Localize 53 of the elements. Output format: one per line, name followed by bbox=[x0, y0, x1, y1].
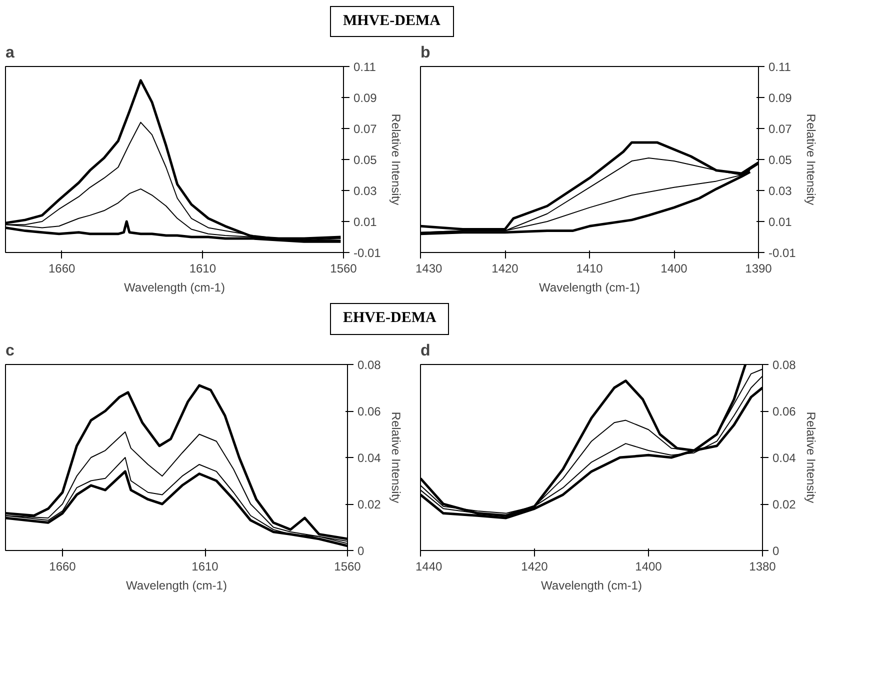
y-tick-label: -0.01 bbox=[354, 246, 382, 260]
x-axis-title: Wavelength (cm-1) bbox=[126, 578, 227, 592]
x-tick-label: 1440 bbox=[416, 559, 443, 574]
x-tick-label: 1430 bbox=[416, 262, 443, 276]
y-tick-label: 0.01 bbox=[768, 215, 792, 230]
y-tick-label: 0.09 bbox=[354, 91, 378, 106]
y-tick-label: 0.03 bbox=[354, 184, 378, 198]
x-tick-label: 1420 bbox=[492, 262, 519, 276]
y-axis-title: Relative Intensity bbox=[388, 114, 403, 206]
y-axis-title: Relative Intensity bbox=[388, 412, 403, 504]
y-tick-label: 0 bbox=[772, 544, 780, 558]
y-axis-title: Relative Intensity bbox=[804, 412, 818, 504]
y-tick-label: 0.07 bbox=[768, 122, 792, 136]
y-tick-label: 0.04 bbox=[358, 450, 382, 465]
y-tick-label: 0.06 bbox=[358, 404, 382, 418]
y-tick-label: 0.05 bbox=[768, 153, 792, 168]
y-tick-label: 0.04 bbox=[772, 450, 796, 465]
y-tick-label: 0.05 bbox=[354, 153, 378, 168]
y-tick-label: 0.08 bbox=[358, 358, 382, 372]
chart-title: c bbox=[6, 342, 14, 360]
x-tick-label: 1610 bbox=[192, 559, 219, 574]
chart-title: d bbox=[420, 342, 430, 360]
x-tick-label: 1560 bbox=[334, 559, 362, 574]
x-tick-label: 1400 bbox=[635, 559, 662, 574]
y-tick-label: -0.01 bbox=[768, 246, 796, 260]
y-tick-label: 0.11 bbox=[768, 60, 792, 74]
x-tick-label: 1390 bbox=[745, 262, 772, 276]
chart-title: a bbox=[6, 44, 14, 62]
y-tick-label: 0.01 bbox=[354, 215, 378, 230]
x-tick-label: 1420 bbox=[521, 559, 548, 574]
y-tick-label: 0.07 bbox=[354, 122, 378, 136]
y-tick-label: 0.06 bbox=[772, 404, 796, 418]
y-tick-label: 0.08 bbox=[772, 358, 796, 372]
x-tick-label: 1660 bbox=[49, 559, 76, 574]
chart-title: b bbox=[420, 44, 430, 62]
text: EHVE-DEMA bbox=[343, 309, 436, 328]
y-tick-label: 0 bbox=[358, 544, 364, 558]
x-axis-title: Wavelength (cm-1) bbox=[539, 280, 640, 295]
x-tick-label: 1660 bbox=[48, 262, 76, 276]
y-tick-label: 0.11 bbox=[354, 60, 376, 74]
text: MHVE-DEMA bbox=[343, 12, 440, 31]
y-tick-label: 0.03 bbox=[768, 184, 792, 198]
x-axis-title: Wavelength (cm-1) bbox=[541, 578, 642, 592]
x-axis-title: Wavelength (cm-1) bbox=[124, 280, 225, 295]
x-tick-label: 1400 bbox=[660, 262, 688, 276]
x-tick-label: 1610 bbox=[189, 262, 216, 276]
y-tick-label: 0.02 bbox=[772, 497, 796, 512]
y-tick-label: 0.02 bbox=[358, 497, 382, 512]
y-tick-label: 0.09 bbox=[768, 91, 792, 106]
y-axis-title: Relative Intensity bbox=[804, 114, 818, 206]
x-tick-label: 1560 bbox=[330, 262, 358, 276]
x-tick-label: 1410 bbox=[576, 262, 604, 276]
x-tick-label: 1380 bbox=[749, 559, 776, 574]
